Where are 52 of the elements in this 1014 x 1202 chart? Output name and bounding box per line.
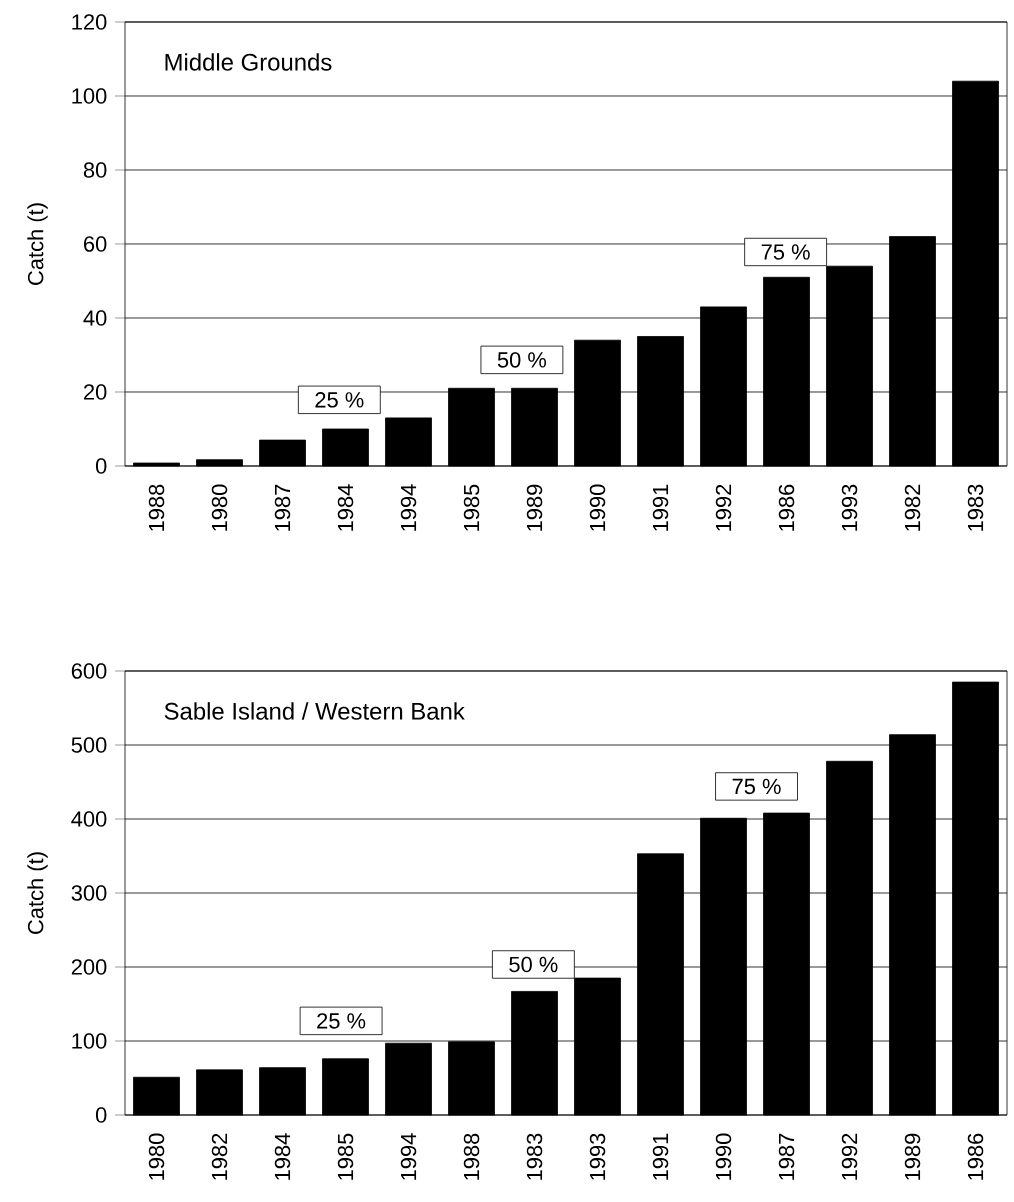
x-tick-label: 1980 [211, 484, 228, 531]
y-tick-label: 400 [71, 811, 107, 827]
y-tick-label: 40 [83, 310, 107, 326]
annotation: 25 % [317, 1013, 366, 1029]
x-tick-label: 1989 [904, 1133, 921, 1180]
x-tick-label: 1990 [589, 484, 606, 531]
x-tick-label: 1983 [967, 484, 984, 531]
x-tick-label: 1992 [841, 1133, 858, 1180]
x-tick-label: 1986 [778, 484, 795, 531]
y-tick-label: 500 [71, 737, 107, 753]
y-tick-label: 80 [83, 162, 107, 178]
x-tick-label: 1985 [463, 484, 480, 531]
x-tick-label: 1985 [337, 1133, 354, 1180]
y-tick-label: 0 [95, 458, 107, 474]
x-tick-label: 1984 [274, 1133, 291, 1180]
x-tick-label: 1994 [400, 1133, 417, 1180]
y-tick-label: 600 [71, 663, 107, 679]
x-tick-label: 1991 [652, 484, 669, 531]
x-tick-label: 1987 [274, 484, 291, 531]
y-tick-label: 100 [72, 1033, 107, 1049]
x-tick-label: 1982 [211, 1133, 228, 1180]
y-tick-label: 60 [84, 236, 107, 252]
y-tick-label: 300 [71, 885, 107, 901]
annotation: 75 % [761, 244, 810, 260]
x-tick-label: 1983 [526, 1133, 543, 1180]
x-tick-label: 1988 [148, 484, 165, 531]
x-tick-label: 1992 [715, 484, 732, 531]
annotation: 50 % [497, 352, 547, 368]
y-tick-label: 20 [84, 384, 107, 400]
x-tick-label: 1990 [715, 1133, 732, 1180]
text: Sable Island / Western Bank [164, 702, 465, 720]
x-tick-label: 1982 [904, 484, 921, 531]
x-tick-label: 1986 [967, 1133, 984, 1180]
y-tick-label: 100 [72, 88, 107, 104]
x-tick-label: 1987 [778, 1133, 795, 1180]
x-tick-label: 1994 [400, 484, 417, 531]
x-tick-label: 1984 [337, 484, 354, 531]
x-tick-label: 1988 [463, 1133, 480, 1180]
annotation: 25 % [315, 392, 364, 408]
annotation: 75 % [732, 778, 781, 795]
y-tick-label: 200 [71, 959, 107, 975]
annotation: 50 % [509, 956, 558, 973]
x-tick-label: 1993 [589, 1133, 606, 1180]
y-tick-label: 0 [95, 1107, 107, 1123]
text: Middle Grounds [165, 53, 332, 71]
y-axis-title: Catch (t) [27, 852, 48, 934]
x-tick-label: 1993 [841, 484, 858, 531]
x-tick-label: 1989 [526, 484, 543, 531]
y-tick-label: 120 [72, 14, 107, 30]
x-tick-label: 1991 [652, 1133, 669, 1180]
y-axis-title: Catch (t) [27, 203, 48, 285]
x-tick-label: 1980 [148, 1133, 165, 1180]
